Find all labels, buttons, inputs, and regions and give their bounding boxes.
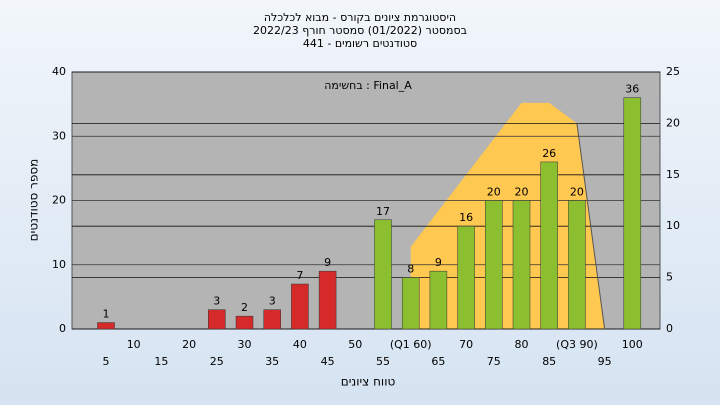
x-tick-label: 70	[459, 338, 473, 351]
y-tick-label: 30	[52, 129, 66, 142]
value-label: 1	[103, 308, 110, 321]
value-label: 3	[213, 295, 220, 308]
bar	[208, 309, 226, 330]
y-tick-label: 0	[59, 322, 66, 335]
x-tick-label: 50	[348, 338, 362, 351]
x-tick-label: 5	[103, 355, 110, 368]
title-line: היסטוגרמת ציונים בקורס - מבוא לכלכלה	[264, 11, 456, 24]
bar	[457, 225, 475, 330]
bar	[97, 322, 115, 330]
value-label: 20	[515, 186, 529, 199]
x-axis-label: טווח ציונים	[341, 375, 396, 389]
x-tick-label: 35	[265, 355, 279, 368]
value-label: 9	[435, 256, 442, 269]
value-label: 8	[407, 263, 414, 276]
value-label: 3	[269, 295, 276, 308]
bar	[374, 219, 392, 330]
bar	[429, 270, 448, 330]
x-tick-label: 85	[542, 355, 556, 368]
y-tick-label: 10	[52, 258, 66, 271]
bar	[318, 270, 337, 330]
y2-tick-label: 20	[666, 116, 680, 129]
y-axis-label: מספר סטודנטים	[27, 159, 41, 242]
y2-tick-label: 5	[666, 271, 673, 284]
x-tick-label: 15	[154, 355, 168, 368]
title-line: בסמסטר (01/2022) סמסטר חורף 2022/23	[253, 24, 467, 37]
x-tick-label: 75	[487, 355, 501, 368]
value-label: 20	[487, 186, 501, 199]
y2-tick-label: 25	[666, 65, 680, 78]
y2-tick-label: 15	[666, 168, 680, 181]
bar	[401, 277, 420, 330]
value-label: 7	[296, 269, 303, 282]
y-tick-label: 20	[52, 194, 66, 207]
x-tick-label: (Q3 90)	[556, 338, 598, 351]
y2-tick-label: 10	[666, 219, 680, 232]
x-tick-label: 45	[321, 355, 335, 368]
y-tick-label: 40	[52, 65, 66, 78]
bar	[291, 283, 309, 330]
area-edge	[576, 123, 606, 330]
value-label: 36	[625, 83, 639, 96]
annotation: בחשימה : Final_A	[324, 79, 412, 92]
x-tick-label: 30	[238, 338, 252, 351]
title-line: סטודנטים רשומים - 441	[303, 37, 417, 50]
x-tick-label: 80	[515, 338, 529, 351]
value-label: 9	[324, 256, 331, 269]
value-label: 20	[570, 186, 584, 199]
bar	[263, 309, 281, 330]
x-tick-label: 65	[431, 355, 445, 368]
x-tick-label: 100	[622, 338, 643, 351]
bar	[623, 97, 642, 330]
bar	[235, 315, 254, 330]
value-label: 17	[376, 205, 390, 218]
x-tick-label: 40	[293, 338, 307, 351]
x-tick-label: (Q1 60)	[390, 338, 432, 351]
bar	[568, 200, 586, 330]
x-tick-label: 20	[182, 338, 196, 351]
value-label: 26	[542, 147, 556, 160]
value-label: 2	[241, 301, 248, 314]
x-tick-label: 55	[376, 355, 390, 368]
y2-tick-label: 0	[666, 322, 673, 335]
x-tick-label: 95	[598, 355, 612, 368]
x-tick-label: 10	[127, 338, 141, 351]
bar	[512, 200, 531, 330]
bar	[540, 161, 558, 330]
value-label: 16	[459, 211, 473, 224]
bar	[485, 200, 503, 330]
x-tick-label: 25	[210, 355, 224, 368]
